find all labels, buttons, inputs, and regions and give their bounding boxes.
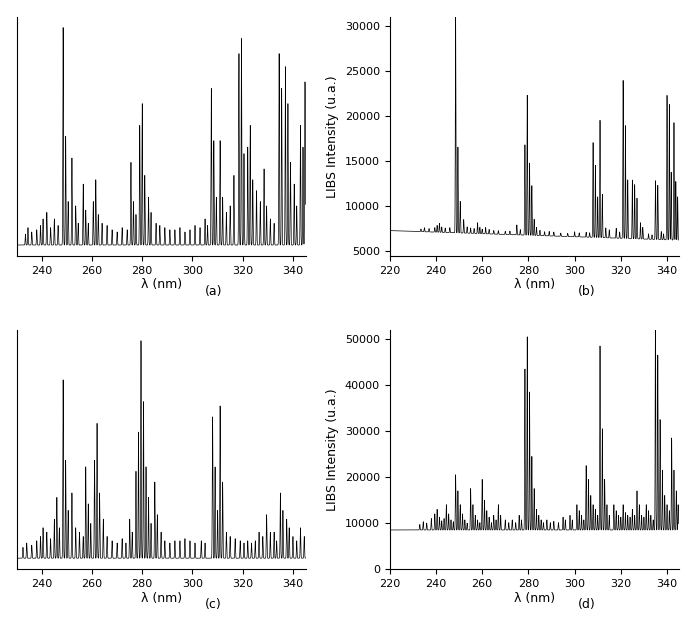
X-axis label: λ (nm): λ (nm) (141, 278, 182, 291)
X-axis label: λ (nm): λ (nm) (514, 278, 555, 291)
Text: (c): (c) (205, 598, 221, 611)
Text: (a): (a) (205, 284, 222, 298)
Text: (d): (d) (578, 598, 595, 611)
X-axis label: λ (nm): λ (nm) (141, 592, 182, 604)
Y-axis label: LIBS Intensity (u.a.): LIBS Intensity (u.a.) (326, 75, 340, 198)
Y-axis label: LIBS Intensity (u.a.): LIBS Intensity (u.a.) (326, 388, 340, 511)
X-axis label: λ (nm): λ (nm) (514, 592, 555, 604)
Text: (b): (b) (578, 284, 595, 298)
